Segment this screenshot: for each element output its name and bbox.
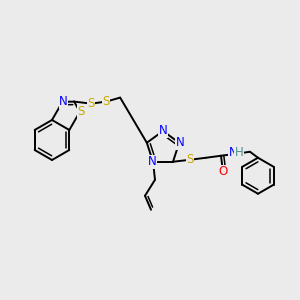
- Text: H: H: [235, 146, 243, 159]
- Text: S: S: [103, 95, 110, 108]
- Text: N: N: [159, 124, 167, 137]
- Text: N: N: [229, 146, 237, 159]
- Text: O: O: [218, 165, 228, 178]
- Text: N: N: [176, 136, 184, 149]
- Text: S: S: [88, 97, 95, 110]
- Text: S: S: [186, 153, 194, 166]
- Text: S: S: [77, 105, 85, 118]
- Text: N: N: [148, 155, 156, 168]
- Text: N: N: [59, 95, 68, 108]
